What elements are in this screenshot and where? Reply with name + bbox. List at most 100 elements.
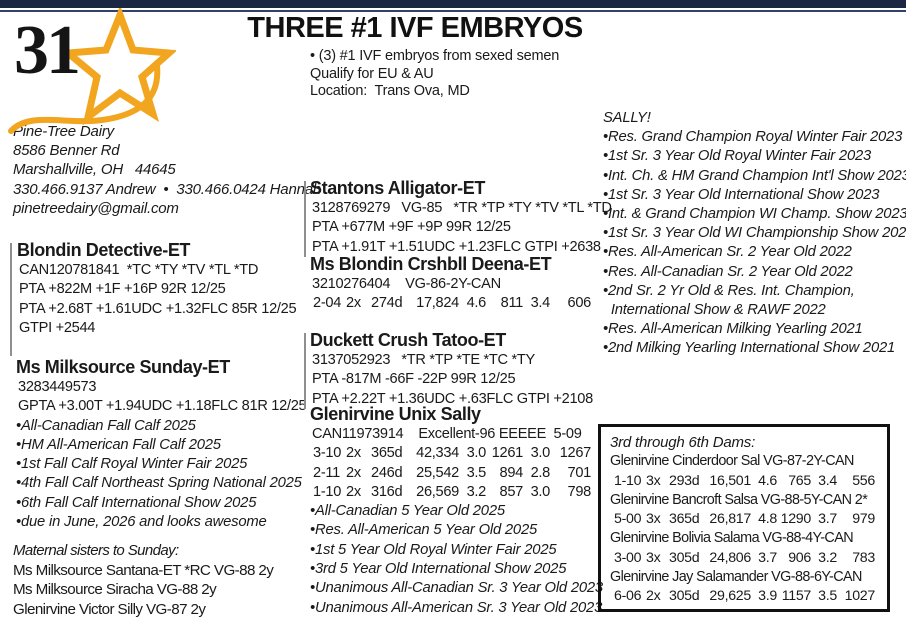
record-cell-fatpct: 3.7 xyxy=(758,549,777,566)
second-dam-block: Ms Blondin Crshbll Deena-ET 3210276404 V… xyxy=(310,254,591,314)
dam-entry: Glenirvine Cinderdoor Sal VG-87-2Y-CAN 1… xyxy=(610,452,878,491)
show-result-line: •3rd 5 Year Old International Show 2025 xyxy=(310,561,567,578)
address-line: pinetreedairy@gmail.com xyxy=(13,199,179,217)
record-cell-fatpct: 3.9 xyxy=(758,588,777,605)
record-cell-fatpct: 4.6 xyxy=(466,295,487,312)
show-result-line: •1st Sr. 3 Year Old International Show 2… xyxy=(603,186,880,203)
record-cell-milk: 25,542 xyxy=(416,464,459,481)
sally-show-results: •Res. Grand Champion Royal Winter Fair 2… xyxy=(603,128,906,358)
animal-name-third-sire: Duckett Crush Tatoo-ET xyxy=(310,330,506,350)
show-result-line: International Show & RAWF 2022 xyxy=(603,302,826,319)
record-cell-fat: 1261 xyxy=(491,445,524,462)
record-cell-fat: 906 xyxy=(788,549,811,566)
record-cell-fat: 811 xyxy=(500,295,524,312)
record-cell-fatpct: 3.5 xyxy=(466,464,487,481)
sister-name: Ms Milksource Santana-ET *RC VG-88 2y xyxy=(13,561,274,579)
record-cell-protein: 798 xyxy=(567,483,592,500)
pedigree-stat-line: PTA -817M -66F -22P 99R 12/25 xyxy=(312,371,516,388)
record-cell-propct: 3.4 xyxy=(818,472,837,489)
dam-name: Glenirvine Jay Salamander VG-88-6Y-CAN xyxy=(610,569,862,586)
record-cell-days: 274d xyxy=(371,295,403,312)
record-cell-propct: 3.7 xyxy=(818,511,837,528)
record-cell-days: 305d xyxy=(669,588,700,605)
pedigree-stat-line: GPTA +3.00T +1.94UDC +1.18FLC 81R 12/25 xyxy=(18,398,307,415)
dam-name: Glenirvine Cinderdoor Sal VG-87-2Y-CAN xyxy=(610,453,854,470)
show-result-line: •1st Fall Calf Royal Winter Fair 2025 xyxy=(16,456,248,473)
record-cell-times: 2x xyxy=(346,295,361,312)
record-cell-age: 2-04 xyxy=(313,295,342,312)
consignor-address: Pine-Tree Dairy 8586 Benner Rd Marshallvil… xyxy=(13,122,321,218)
record-cell-days: 293d xyxy=(669,472,700,489)
record-cell-age: 3-00 xyxy=(614,549,642,566)
record-cell-days: 246d xyxy=(371,464,403,481)
pedigree-stat-line: PTA +822M +1F +16P 92R 12/25 xyxy=(19,281,226,298)
address-line: 330.466.9137 Andrew • 330.466.0424 Hanna… xyxy=(13,180,322,198)
record-cell-protein: 606 xyxy=(567,295,592,312)
record-cell-days: 365d xyxy=(371,445,403,462)
record-cell-fatpct: 4.8 xyxy=(758,511,777,528)
record-cell-milk: 29,625 xyxy=(709,588,751,605)
animal-name-second-sire: Stantons Alligator-ET xyxy=(310,178,485,198)
show-result-line: •HM All-American Fall Calf 2025 xyxy=(16,436,221,453)
record-cell-fat: 1157 xyxy=(781,588,812,605)
sire-block: Blondin Detective-ET CAN120781841 *TC *T… xyxy=(17,240,297,338)
sally-highlights-block: SALLY! •Res. Grand Champion Royal Winter… xyxy=(603,109,906,359)
record-cell-propct: 3.4 xyxy=(530,295,551,312)
record-cell-propct: 3.5 xyxy=(818,588,837,605)
dam-name: Glenirvine Bancroft Salsa VG-88-5Y-CAN 2… xyxy=(610,491,868,508)
address-line: Pine-Tree Dairy xyxy=(13,123,114,140)
record-cell-age: 5-00 xyxy=(614,511,642,528)
star-icon xyxy=(8,8,176,134)
dam-entry: Glenirvine Jay Salamander VG-88-6Y-CAN 6… xyxy=(610,568,878,607)
record-cell-fat: 765 xyxy=(788,472,811,489)
record-cell-days: 365d xyxy=(669,511,700,528)
lactation-record-row: 5-00 3x 365d 26,817 4.8 1290 3.7 979 xyxy=(610,510,878,529)
pedigree-rule xyxy=(304,181,306,257)
pedigree-id-line: CAN11973914 Excellent-96 EEEEE 5-09 xyxy=(312,426,582,442)
lot-number: 31 xyxy=(14,12,81,89)
lot-badge: 31 xyxy=(8,8,178,143)
show-result-line: •Res. All-Canadian Sr. 2 Year Old 2022 xyxy=(603,263,853,280)
lactation-record-row: 2-04 2x 274d 17,824 4.6 811 3.4 606 xyxy=(310,294,591,313)
pedigree-id-line: 3210276404 VG-86-2Y-CAN xyxy=(312,276,501,292)
record-cell-protein: 1027 xyxy=(844,588,876,605)
record-cell-fatpct: 3.2 xyxy=(466,483,487,500)
record-cell-protein: 979 xyxy=(852,511,875,528)
record-cell-times: 3x xyxy=(646,549,661,566)
record-cell-milk: 26,569 xyxy=(416,483,459,500)
donor-stats: 3283449573 GPTA +3.00T +1.94UDC +1.18FLC … xyxy=(16,378,307,417)
lactation-record-row: 2-11 2x 246d 25,542 3.5 894 2.8 701 xyxy=(310,464,603,483)
show-result-line: •2nd Milking Yearling International Show… xyxy=(603,340,896,357)
donor-block: Ms Milksource Sunday-ET 3283449573 GPTA +… xyxy=(16,357,307,532)
record-cell-milk: 42,334 xyxy=(416,445,459,462)
record-cell-propct: 2.8 xyxy=(530,464,551,481)
sister-name: Glenirvine Victor Silly VG-87 2y xyxy=(13,600,206,618)
third-sire-block: Duckett Crush Tatoo-ET 3137052923 *TR *T… xyxy=(310,330,593,409)
record-cell-protein: 783 xyxy=(852,549,875,566)
pedigree-rule xyxy=(10,243,12,356)
third-dam-block: Glenirvine Unix Sally CAN11973914 Excell… xyxy=(310,404,603,618)
show-result-line: •1st 5 Year Old Royal Winter Fair 2025 xyxy=(310,541,557,558)
show-result-line: •6th Fall Calf International Show 2025 xyxy=(16,494,257,511)
third-sire-stats: 3137052923 *TR *TP *TE *TC *TY PTA -817M … xyxy=(310,351,593,409)
record-cell-milk: 26,817 xyxy=(709,511,751,528)
record-cell-propct: 3.2 xyxy=(818,549,837,566)
maternal-sisters-block: Maternal sisters to Sunday: Ms Milksourc… xyxy=(13,541,274,619)
pedigree-stat-line: PTA +2.22T +1.36UDC +.63FLC GTPI +2108 xyxy=(312,390,593,407)
record-cell-age: 1-10 xyxy=(313,483,342,500)
animal-name-donor: Ms Milksource Sunday-ET xyxy=(16,357,230,377)
record-cell-days: 316d xyxy=(371,483,403,500)
third-dam-show-results: •All-Canadian 5 Year Old 2025 •Res. All-A… xyxy=(310,502,603,618)
record-cell-times: 3x xyxy=(646,472,661,489)
pedigree-stat-line: GTPI +2544 xyxy=(19,319,96,336)
show-result-line: •Unanimous All-American Sr. 3 Year Old 2… xyxy=(310,599,603,616)
show-result-line: •Int. & Grand Champion WI Champ. Show 20… xyxy=(603,206,906,223)
record-cell-times: 3x xyxy=(646,511,661,528)
lactation-record-row: 1-10 2x 316d 26,569 3.2 857 3.0 798 xyxy=(310,483,603,502)
record-cell-protein: 701 xyxy=(567,464,592,481)
animal-name-second-dam: Ms Blondin Crshbll Deena-ET xyxy=(310,254,552,274)
title-note-line: Location: Trans Ova, MD xyxy=(310,83,470,100)
record-cell-fat: 1290 xyxy=(780,511,812,528)
dams-list: Glenirvine Cinderdoor Sal VG-87-2Y-CAN 1… xyxy=(610,452,878,606)
